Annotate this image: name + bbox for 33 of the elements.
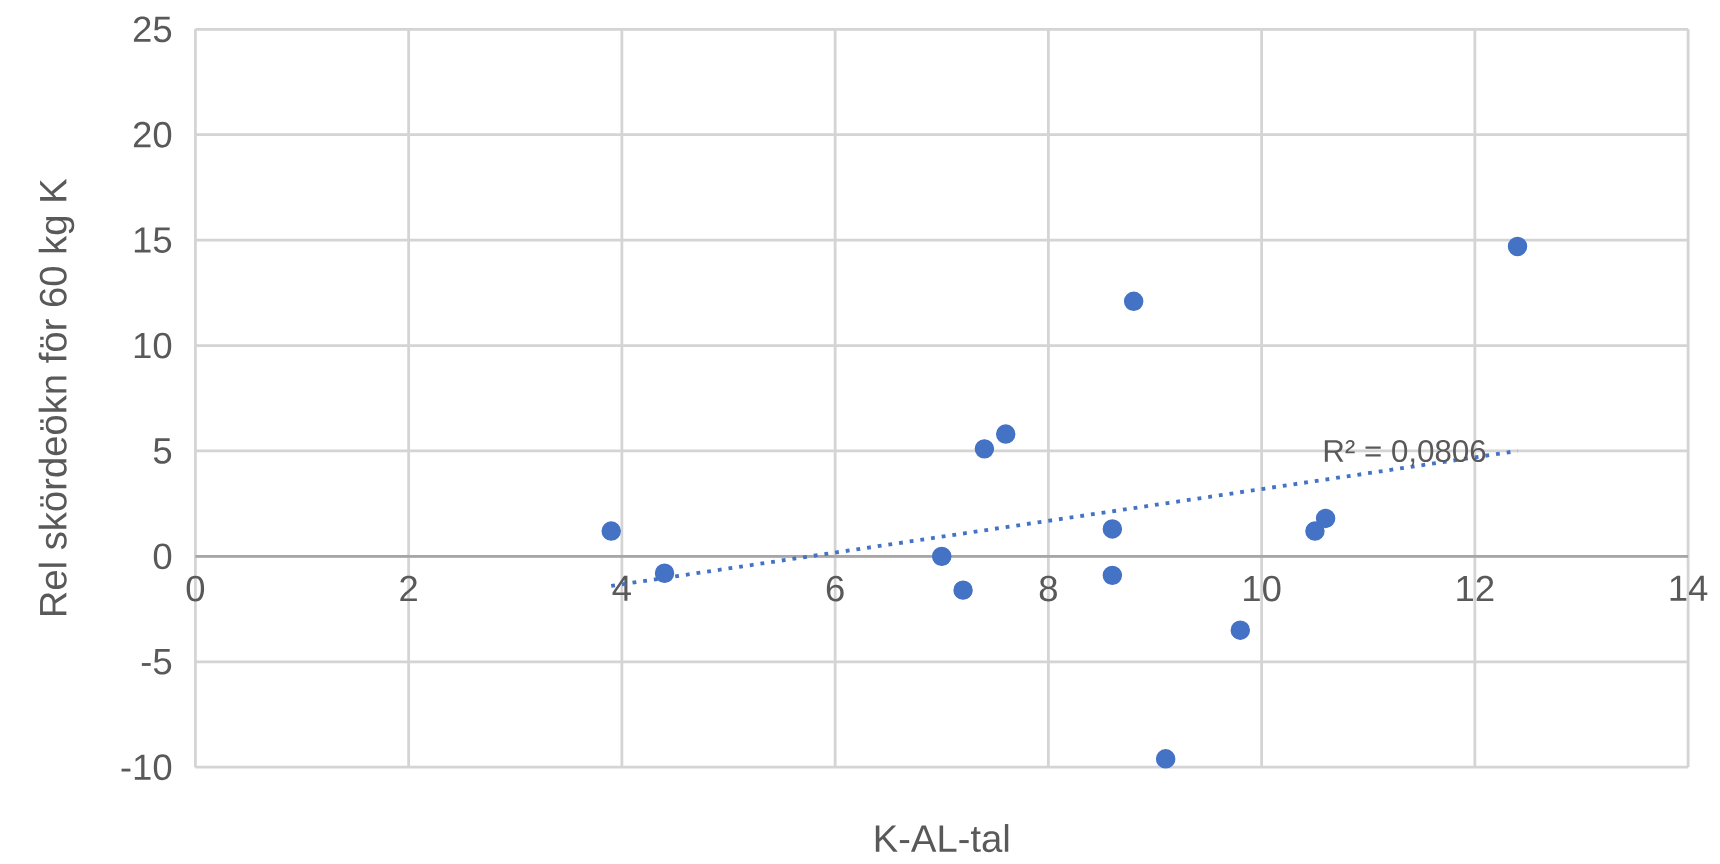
point	[932, 546, 952, 567]
x-tick-label: 4	[612, 575, 631, 601]
y-tick-label: 25	[133, 16, 172, 43]
point	[1123, 291, 1144, 312]
x-tick-label: 6	[826, 575, 844, 602]
x-tick-label: 10	[1244, 575, 1281, 602]
y-tick-label: -10	[121, 754, 172, 781]
y-tick-label: 0	[153, 543, 172, 570]
y-tick-label: 10	[134, 332, 172, 359]
y-axis-title: Rel skördeökn för 60 kg K	[38, 178, 75, 616]
annotation: R² = 0,0806	[1324, 440, 1486, 466]
x-tick-label: 14	[1670, 575, 1708, 601]
x-axis-title: K-AL-tal	[875, 824, 1009, 853]
point	[1507, 236, 1528, 257]
point	[995, 424, 1016, 444]
y-tick-label: 15	[134, 227, 172, 254]
x-tick-label: 12	[1457, 575, 1494, 602]
point	[1102, 565, 1123, 586]
x-tick-label: 0	[186, 575, 205, 602]
point	[1305, 521, 1325, 541]
point	[654, 563, 675, 584]
y-tick-label: 20	[133, 121, 172, 148]
y-tick-label: 5	[153, 438, 172, 464]
point	[1315, 508, 1336, 529]
y-tick-label: -5	[141, 649, 172, 675]
point	[974, 439, 995, 459]
x-tick-label: 2	[400, 575, 417, 602]
point	[953, 580, 973, 601]
point	[601, 521, 621, 541]
x-tick-label: 8	[1039, 575, 1057, 602]
point	[1230, 620, 1251, 641]
point	[1102, 519, 1123, 539]
point	[1155, 749, 1176, 769]
